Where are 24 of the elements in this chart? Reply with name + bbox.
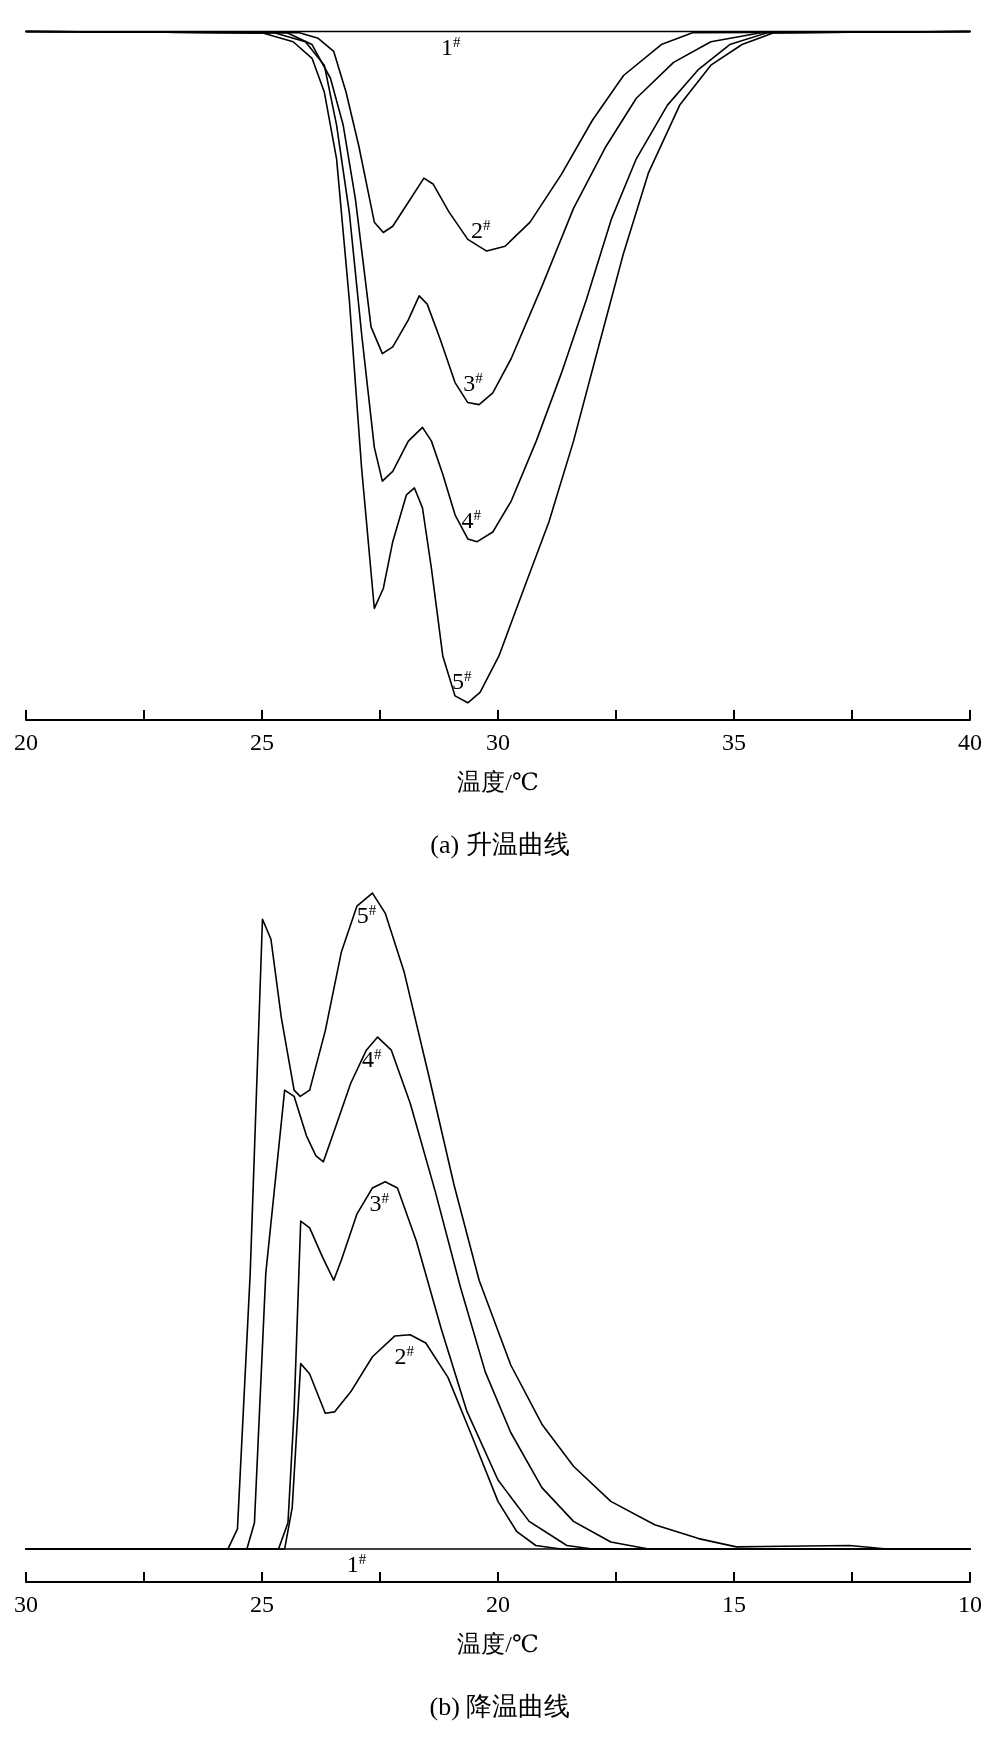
x-tick-label: 40	[958, 729, 982, 755]
x-axis-title: 温度/℃	[457, 769, 539, 795]
legend-label: 1#	[346, 1551, 367, 1578]
x-tick-label: 10	[958, 1591, 982, 1617]
x-axis-title: 温度/℃	[457, 1631, 539, 1657]
series-label: 2#	[470, 216, 491, 243]
text: (b) 降温曲线	[429, 1691, 571, 1721]
series-label: 4#	[461, 507, 482, 534]
series-label: 1#	[441, 33, 462, 60]
x-tick-label: 20	[486, 1591, 510, 1617]
series-label: 3#	[463, 370, 484, 397]
series-label: 5#	[452, 668, 473, 695]
text: (a) 升温曲线	[430, 829, 570, 859]
x-tick-label: 30	[486, 729, 510, 755]
x-tick-label: 25	[250, 729, 274, 755]
x-tick-label: 30	[14, 1591, 38, 1617]
series-label: 4#	[361, 1045, 382, 1072]
x-tick-label: 15	[722, 1591, 746, 1617]
x-tick-label: 25	[250, 1591, 274, 1617]
series-label: 5#	[356, 901, 377, 928]
x-tick-label: 35	[722, 729, 746, 755]
x-tick-label: 20	[14, 729, 38, 755]
series-label: 2#	[394, 1343, 415, 1370]
series-label: 3#	[369, 1190, 390, 1217]
